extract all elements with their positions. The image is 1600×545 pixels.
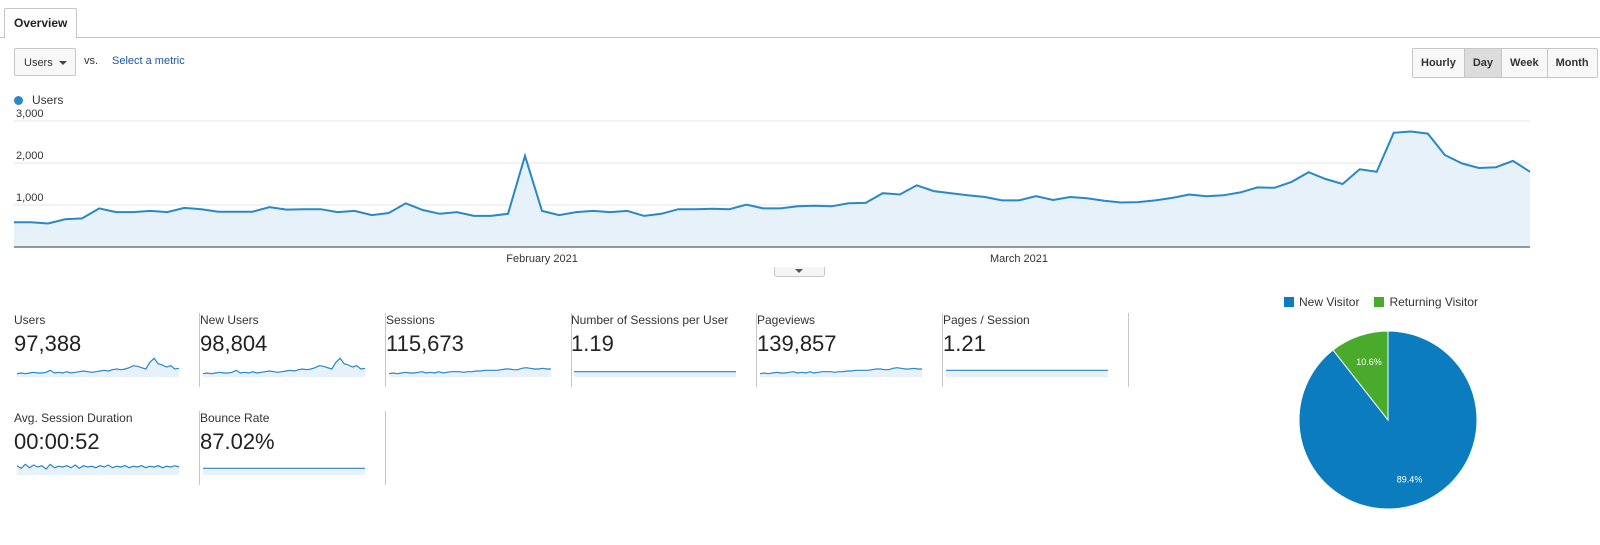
sparkline-line	[759, 367, 922, 375]
sparkline-fill	[203, 468, 365, 475]
collapse-chart-handle[interactable]	[774, 267, 825, 277]
pie-label-returning-visitor: 10.6%	[1356, 357, 1382, 367]
sparkline-fill	[389, 367, 551, 377]
metric-value: 00:00:52	[14, 429, 100, 454]
pie-slice-returning-visitor[interactable]	[1332, 330, 1389, 422]
metric-sparkline	[388, 367, 551, 377]
metric-label: Avg. Session Duration	[14, 411, 133, 425]
metric-value: 87.02%	[200, 429, 275, 454]
sparkline-fill	[760, 367, 922, 377]
legend-returning-visitor: Returning Visitor	[1374, 295, 1478, 309]
vs-label: vs.	[84, 55, 99, 67]
month-button[interactable]: Month	[1547, 49, 1597, 77]
legend-swatch-icon	[1284, 297, 1294, 307]
metric-dropdown[interactable]: Users	[14, 48, 76, 76]
metric-label: Bounce Rate	[200, 411, 270, 425]
y-tick-label: 2,000	[16, 150, 44, 162]
pie-legend: New Visitor Returning Visitor	[1284, 295, 1493, 309]
metric-label: New Users	[200, 313, 259, 327]
metric-value: 115,673	[386, 331, 464, 356]
sparkline-line	[202, 357, 366, 375]
card-divider	[756, 313, 757, 387]
tab-bar: Overview	[0, 0, 1600, 39]
legend-label: Users	[32, 93, 64, 107]
metric-sparkline	[759, 367, 922, 377]
metric-sparkline	[946, 369, 1108, 377]
legend-dot-icon	[14, 95, 23, 105]
sparkline-line	[16, 357, 180, 375]
metric-card[interactable]: Bounce Rate 87.02%	[200, 411, 386, 485]
metric-value: 98,804	[200, 331, 268, 356]
tab-overview[interactable]: Overview	[4, 8, 78, 39]
metric-dropdown-label: Users	[24, 57, 53, 69]
metric-sparkline	[203, 467, 365, 475]
day-button[interactable]: Day	[1464, 49, 1503, 77]
chevron-down-icon	[59, 61, 67, 65]
metric-label: Number of Sessions per User	[571, 313, 729, 327]
legend-new-visitor-label: New Visitor	[1299, 295, 1360, 309]
sparkline-line	[388, 367, 551, 375]
metric-card[interactable]: Pageviews 139,857	[757, 313, 943, 387]
y-tick-label: 1,000	[16, 192, 44, 204]
granularity-toggle: Hourly Day Week Month	[1412, 48, 1598, 78]
metric-sparkline	[574, 371, 736, 377]
metric-label: Pageviews	[757, 313, 816, 327]
chevron-down-icon	[795, 269, 803, 273]
card-divider	[942, 313, 943, 387]
metric-sparkline	[202, 357, 366, 377]
sparkline-line	[16, 463, 180, 470]
sparkline-fill	[17, 358, 179, 377]
week-button[interactable]: Week	[1502, 49, 1548, 77]
card-divider	[199, 411, 200, 485]
y-tick-label: 3,000	[16, 108, 44, 120]
card-divider	[199, 313, 200, 387]
metric-label: Pages / Session	[943, 313, 1030, 327]
metric-card[interactable]: New Users 98,804	[200, 313, 386, 387]
chart-legend: Users	[14, 93, 63, 107]
pie-label-new-visitor: 89.4%	[1397, 474, 1423, 484]
metric-value: 1.21	[943, 331, 986, 356]
metric-label: Sessions	[386, 313, 435, 327]
users-series-line	[14, 130, 1531, 225]
hourly-button[interactable]: Hourly	[1413, 49, 1465, 77]
tab-divider	[0, 37, 1600, 38]
metric-value: 1.19	[571, 331, 614, 356]
metric-card[interactable]: Pages / Session 1.21	[943, 313, 1129, 387]
select-metric-link[interactable]: Select a metric	[112, 55, 185, 67]
metric-value: 139,857	[757, 331, 837, 356]
metric-label: Users	[14, 313, 46, 327]
legend-returning-visitor-label: Returning Visitor	[1389, 295, 1478, 309]
users-area-fill	[14, 131, 1530, 247]
users-line-chart[interactable]: 1,000 2,000 3,000 February 2021 March 2021	[0, 108, 1545, 268]
card-divider	[385, 411, 386, 485]
card-divider	[571, 313, 572, 387]
card-divider	[385, 313, 386, 387]
sparkline-fill	[946, 370, 1108, 377]
sparkline-fill	[203, 358, 365, 377]
metric-value: 97,388	[14, 331, 82, 356]
x-tick-label: February 2021	[506, 253, 578, 265]
metric-sparkline	[16, 463, 180, 475]
visitor-pie-chart[interactable]: 89.4% 10.6%	[1298, 330, 1478, 510]
metric-card[interactable]: Users 97,388	[14, 313, 200, 387]
sparkline-fill	[574, 371, 736, 377]
x-tick-label: March 2021	[990, 253, 1048, 265]
metric-card[interactable]: Sessions 115,673	[386, 313, 572, 387]
card-divider	[1128, 313, 1129, 387]
legend-new-visitor: New Visitor	[1284, 295, 1359, 309]
legend-swatch-icon	[1374, 297, 1385, 307]
metric-card[interactable]: Number of Sessions per User 1.19	[571, 313, 757, 387]
metric-card[interactable]: Avg. Session Duration 00:00:52	[14, 411, 200, 485]
metric-sparkline	[16, 357, 180, 377]
